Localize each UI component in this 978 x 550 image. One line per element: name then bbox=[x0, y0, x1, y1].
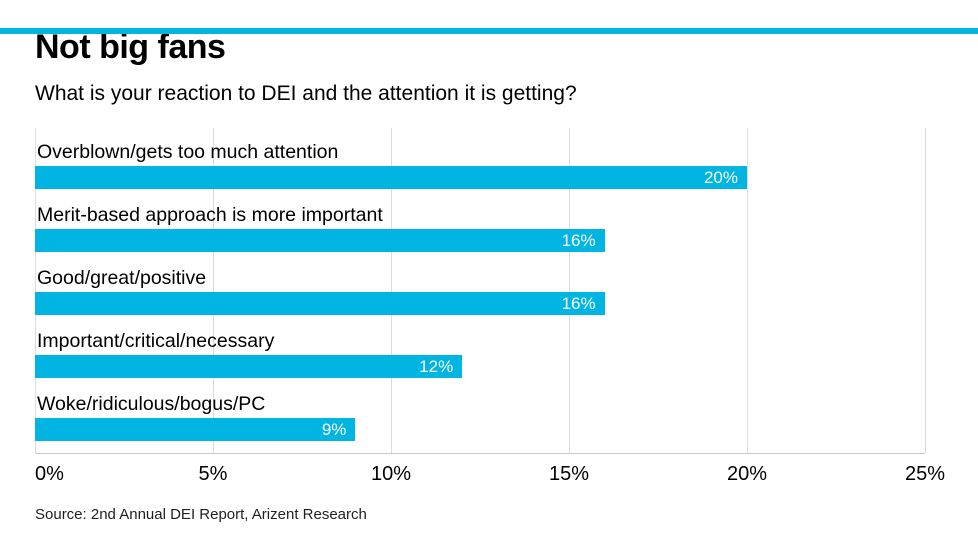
gridline-20pct bbox=[747, 128, 748, 453]
gridline-15pct bbox=[569, 128, 570, 453]
x-tick-5: 5% bbox=[198, 463, 228, 485]
x-tick-20: 20% bbox=[726, 463, 768, 485]
x-tick-15: 15% bbox=[548, 463, 590, 485]
category-label: Good/great/positive bbox=[37, 267, 207, 289]
x-tick-0: 0% bbox=[35, 463, 64, 485]
bar-row: Important/critical/necessary 12% bbox=[35, 327, 925, 378]
bar-row: Good/great/positive 16% bbox=[35, 264, 925, 315]
gridline-5pct bbox=[213, 128, 214, 453]
bar: 12% bbox=[35, 355, 463, 378]
x-axis: 0% 5% 10% 15% 20% 25% bbox=[35, 454, 945, 488]
category-label: Overblown/gets too much attention bbox=[37, 141, 339, 163]
page-title: Not big fans bbox=[35, 28, 226, 66]
x-tick-25: 25% bbox=[904, 463, 946, 485]
gridline-10pct bbox=[391, 128, 392, 453]
top-accent-bar bbox=[0, 28, 978, 34]
bar-value-label: 16% bbox=[561, 230, 596, 250]
x-tick-10: 10% bbox=[370, 463, 412, 485]
plot-area: Overblown/gets too much attention 20% Me… bbox=[35, 128, 926, 454]
bar-row: Merit-based approach is more important 1… bbox=[35, 201, 925, 252]
bar-value-label: 16% bbox=[561, 293, 596, 313]
bar-row: Woke/ridiculous/bogus/PC 9% bbox=[35, 390, 925, 441]
gridline-25pct bbox=[925, 128, 926, 453]
bar-row: Overblown/gets too much attention 20% bbox=[35, 138, 925, 189]
bar: 16% bbox=[35, 229, 605, 252]
bar-rows: Overblown/gets too much attention 20% Me… bbox=[35, 128, 925, 441]
source-attribution: Source: 2nd Annual DEI Report, Arizent R… bbox=[35, 506, 367, 523]
chart-container: Not big fans What is your reaction to DE… bbox=[0, 28, 978, 523]
category-label: Woke/ridiculous/bogus/PC bbox=[37, 393, 266, 415]
category-label: Important/critical/necessary bbox=[37, 330, 275, 352]
bar-value-label: 9% bbox=[321, 419, 347, 439]
bar: 16% bbox=[35, 292, 605, 315]
bar-value-label: 20% bbox=[703, 167, 738, 187]
bar-value-label: 12% bbox=[419, 356, 454, 376]
bar: 20% bbox=[35, 166, 747, 189]
bar: 9% bbox=[35, 418, 356, 441]
chart-subtitle: What is your reaction to DEI and the att… bbox=[35, 82, 577, 105]
category-label: Merit-based approach is more important bbox=[37, 204, 383, 226]
gridline-0pct bbox=[35, 128, 36, 453]
